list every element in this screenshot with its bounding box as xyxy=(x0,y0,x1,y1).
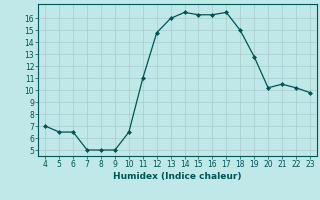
X-axis label: Humidex (Indice chaleur): Humidex (Indice chaleur) xyxy=(113,172,242,181)
